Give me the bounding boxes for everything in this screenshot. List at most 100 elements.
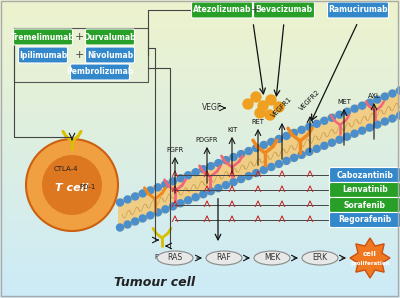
Circle shape (290, 154, 298, 162)
Circle shape (266, 95, 276, 105)
FancyBboxPatch shape (14, 29, 72, 45)
Circle shape (344, 133, 350, 140)
Circle shape (147, 212, 154, 219)
Circle shape (306, 148, 313, 155)
Text: Lenvatinib: Lenvatinib (342, 185, 388, 195)
Circle shape (245, 148, 252, 155)
Circle shape (139, 190, 146, 197)
Circle shape (253, 145, 260, 151)
Circle shape (192, 169, 199, 176)
Circle shape (238, 176, 244, 183)
Text: +: + (74, 32, 84, 42)
Circle shape (222, 181, 230, 189)
Circle shape (162, 181, 169, 188)
Circle shape (290, 129, 298, 136)
Text: cell: cell (363, 251, 377, 257)
Circle shape (389, 90, 396, 97)
Circle shape (359, 127, 366, 134)
Text: RAS: RAS (168, 254, 182, 263)
Text: proliferation: proliferation (350, 260, 390, 266)
Circle shape (207, 188, 214, 195)
Text: Cabozantinib: Cabozantinib (336, 170, 394, 179)
Circle shape (359, 102, 366, 109)
Circle shape (185, 172, 192, 179)
Circle shape (42, 155, 102, 215)
Text: +: + (250, 5, 260, 15)
Circle shape (253, 170, 260, 176)
Text: PD-L1/2: PD-L1/2 (154, 254, 182, 260)
Circle shape (351, 130, 358, 137)
Circle shape (260, 167, 267, 173)
Circle shape (396, 112, 400, 119)
Circle shape (245, 173, 252, 179)
FancyBboxPatch shape (86, 29, 134, 45)
FancyBboxPatch shape (330, 182, 400, 198)
Circle shape (170, 178, 176, 185)
Polygon shape (350, 238, 390, 278)
Circle shape (255, 108, 265, 118)
FancyBboxPatch shape (330, 212, 400, 227)
Circle shape (222, 157, 230, 164)
Circle shape (124, 196, 131, 203)
Ellipse shape (157, 251, 193, 265)
Circle shape (366, 124, 373, 131)
Circle shape (207, 163, 214, 170)
Text: VEGF: VEGF (202, 103, 222, 113)
Circle shape (328, 114, 335, 121)
Circle shape (344, 108, 350, 115)
Ellipse shape (302, 251, 338, 265)
Circle shape (124, 221, 131, 228)
Circle shape (230, 179, 237, 186)
Text: +: + (74, 50, 84, 60)
Circle shape (313, 120, 320, 127)
Text: Regorafenib: Regorafenib (338, 215, 392, 224)
FancyBboxPatch shape (86, 47, 134, 63)
FancyBboxPatch shape (254, 2, 314, 18)
Circle shape (200, 166, 207, 173)
FancyBboxPatch shape (70, 64, 130, 80)
Text: Pembrolizumab: Pembrolizumab (66, 68, 134, 77)
Text: AXL: AXL (368, 93, 380, 99)
Text: KIT: KIT (227, 127, 237, 133)
Circle shape (283, 157, 290, 164)
Ellipse shape (254, 251, 290, 265)
Circle shape (374, 121, 381, 128)
Circle shape (116, 199, 124, 206)
FancyBboxPatch shape (328, 2, 388, 18)
Text: T cell: T cell (55, 183, 89, 193)
FancyBboxPatch shape (330, 198, 400, 212)
Circle shape (336, 136, 343, 143)
Circle shape (192, 194, 199, 201)
Circle shape (154, 209, 161, 216)
Circle shape (177, 175, 184, 182)
Circle shape (177, 200, 184, 207)
Circle shape (170, 203, 176, 210)
Text: Tumour cell: Tumour cell (114, 275, 196, 288)
Circle shape (381, 118, 388, 125)
Circle shape (116, 224, 124, 231)
Text: VEGFR1: VEGFR1 (270, 96, 294, 119)
Circle shape (298, 151, 305, 158)
Text: FGFR: FGFR (166, 147, 184, 153)
Text: Ipilimumab: Ipilimumab (19, 50, 67, 60)
Text: Tremelimumab: Tremelimumab (11, 32, 75, 41)
Circle shape (243, 99, 253, 109)
Circle shape (132, 218, 139, 225)
Text: RET: RET (252, 119, 264, 125)
Circle shape (306, 123, 313, 130)
Text: RAF: RAF (217, 254, 231, 263)
Text: ERK: ERK (312, 254, 328, 263)
Circle shape (321, 142, 328, 149)
Text: PDGFR: PDGFR (196, 137, 218, 143)
FancyBboxPatch shape (18, 47, 68, 63)
Circle shape (260, 142, 267, 148)
Circle shape (215, 185, 222, 192)
Ellipse shape (206, 251, 242, 265)
Circle shape (132, 193, 139, 200)
Circle shape (396, 87, 400, 94)
Circle shape (154, 184, 161, 191)
Circle shape (336, 111, 343, 118)
Text: Sorafenib: Sorafenib (344, 201, 386, 209)
Circle shape (251, 92, 261, 102)
Circle shape (276, 160, 282, 167)
